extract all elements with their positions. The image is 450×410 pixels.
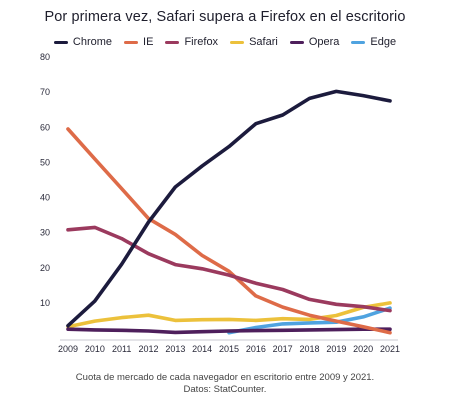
y-tick-label: 50: [40, 157, 50, 167]
legend-swatch: [165, 40, 180, 44]
legend-swatch: [124, 40, 139, 44]
x-tick-label: 2011: [112, 344, 131, 354]
chart-title: Por primera vez, Safari supera a Firefox…: [44, 9, 406, 25]
x-tick-label: 2012: [138, 344, 158, 354]
legend-item-opera: Opera: [289, 36, 340, 48]
y-tick-label: 40: [40, 193, 50, 203]
y-tick-label: 60: [40, 122, 50, 132]
legend-swatch: [351, 40, 366, 44]
chart-legend: Chrome IE Firefox Safari Opera Edge: [0, 36, 450, 48]
x-tick-label: 2016: [246, 344, 266, 354]
y-tick-label: 20: [40, 263, 50, 273]
x-tick-label: 2015: [219, 344, 239, 354]
legend-swatch: [289, 40, 304, 44]
legend-label: Safari: [249, 36, 278, 48]
caption-description: Cuota de mercado de cada navegador en es…: [75, 372, 375, 383]
legend-swatch: [230, 40, 245, 44]
legend-label: IE: [143, 36, 154, 48]
caption-source: Datos: StatCounter.: [183, 384, 267, 395]
legend-label: Edge: [370, 36, 397, 48]
series-line-firefox: [66, 225, 392, 313]
chart-caption: Cuota de mercado de cada navegador en es…: [0, 372, 450, 396]
series-line-edge: [227, 306, 392, 335]
series-line-opera: [66, 327, 392, 335]
y-tick-label: 10: [40, 298, 50, 308]
y-tick-label: 80: [40, 52, 50, 62]
x-tick-label: 2020: [353, 344, 373, 354]
x-tick-label: 2014: [192, 344, 212, 354]
x-tick-label: 2013: [165, 344, 185, 354]
legend-item-ie: IE: [124, 36, 153, 48]
series-line-safari: [66, 301, 392, 329]
x-tick-label: 2017: [273, 344, 293, 354]
legend-label: Opera: [308, 36, 340, 48]
y-tick-label: 30: [40, 228, 50, 238]
legend-item-safari: Safari: [230, 36, 278, 48]
y-tick-label: 70: [40, 87, 50, 97]
legend-label: Chrome: [72, 36, 113, 48]
legend-item-firefox: Firefox: [165, 36, 218, 48]
legend-swatch: [53, 40, 68, 44]
x-tick-label: 2010: [85, 344, 105, 354]
x-tick-label: 2021: [380, 344, 400, 354]
x-tick-label: 2009: [58, 344, 78, 354]
x-tick-label: 2018: [299, 344, 319, 354]
legend-item-chrome: Chrome: [53, 36, 113, 48]
series-line-chrome: [66, 89, 392, 328]
x-tick-label: 2019: [326, 344, 346, 354]
series-line-ie: [66, 127, 392, 335]
legend-label: Firefox: [184, 36, 219, 48]
legend-item-edge: Edge: [351, 36, 396, 48]
